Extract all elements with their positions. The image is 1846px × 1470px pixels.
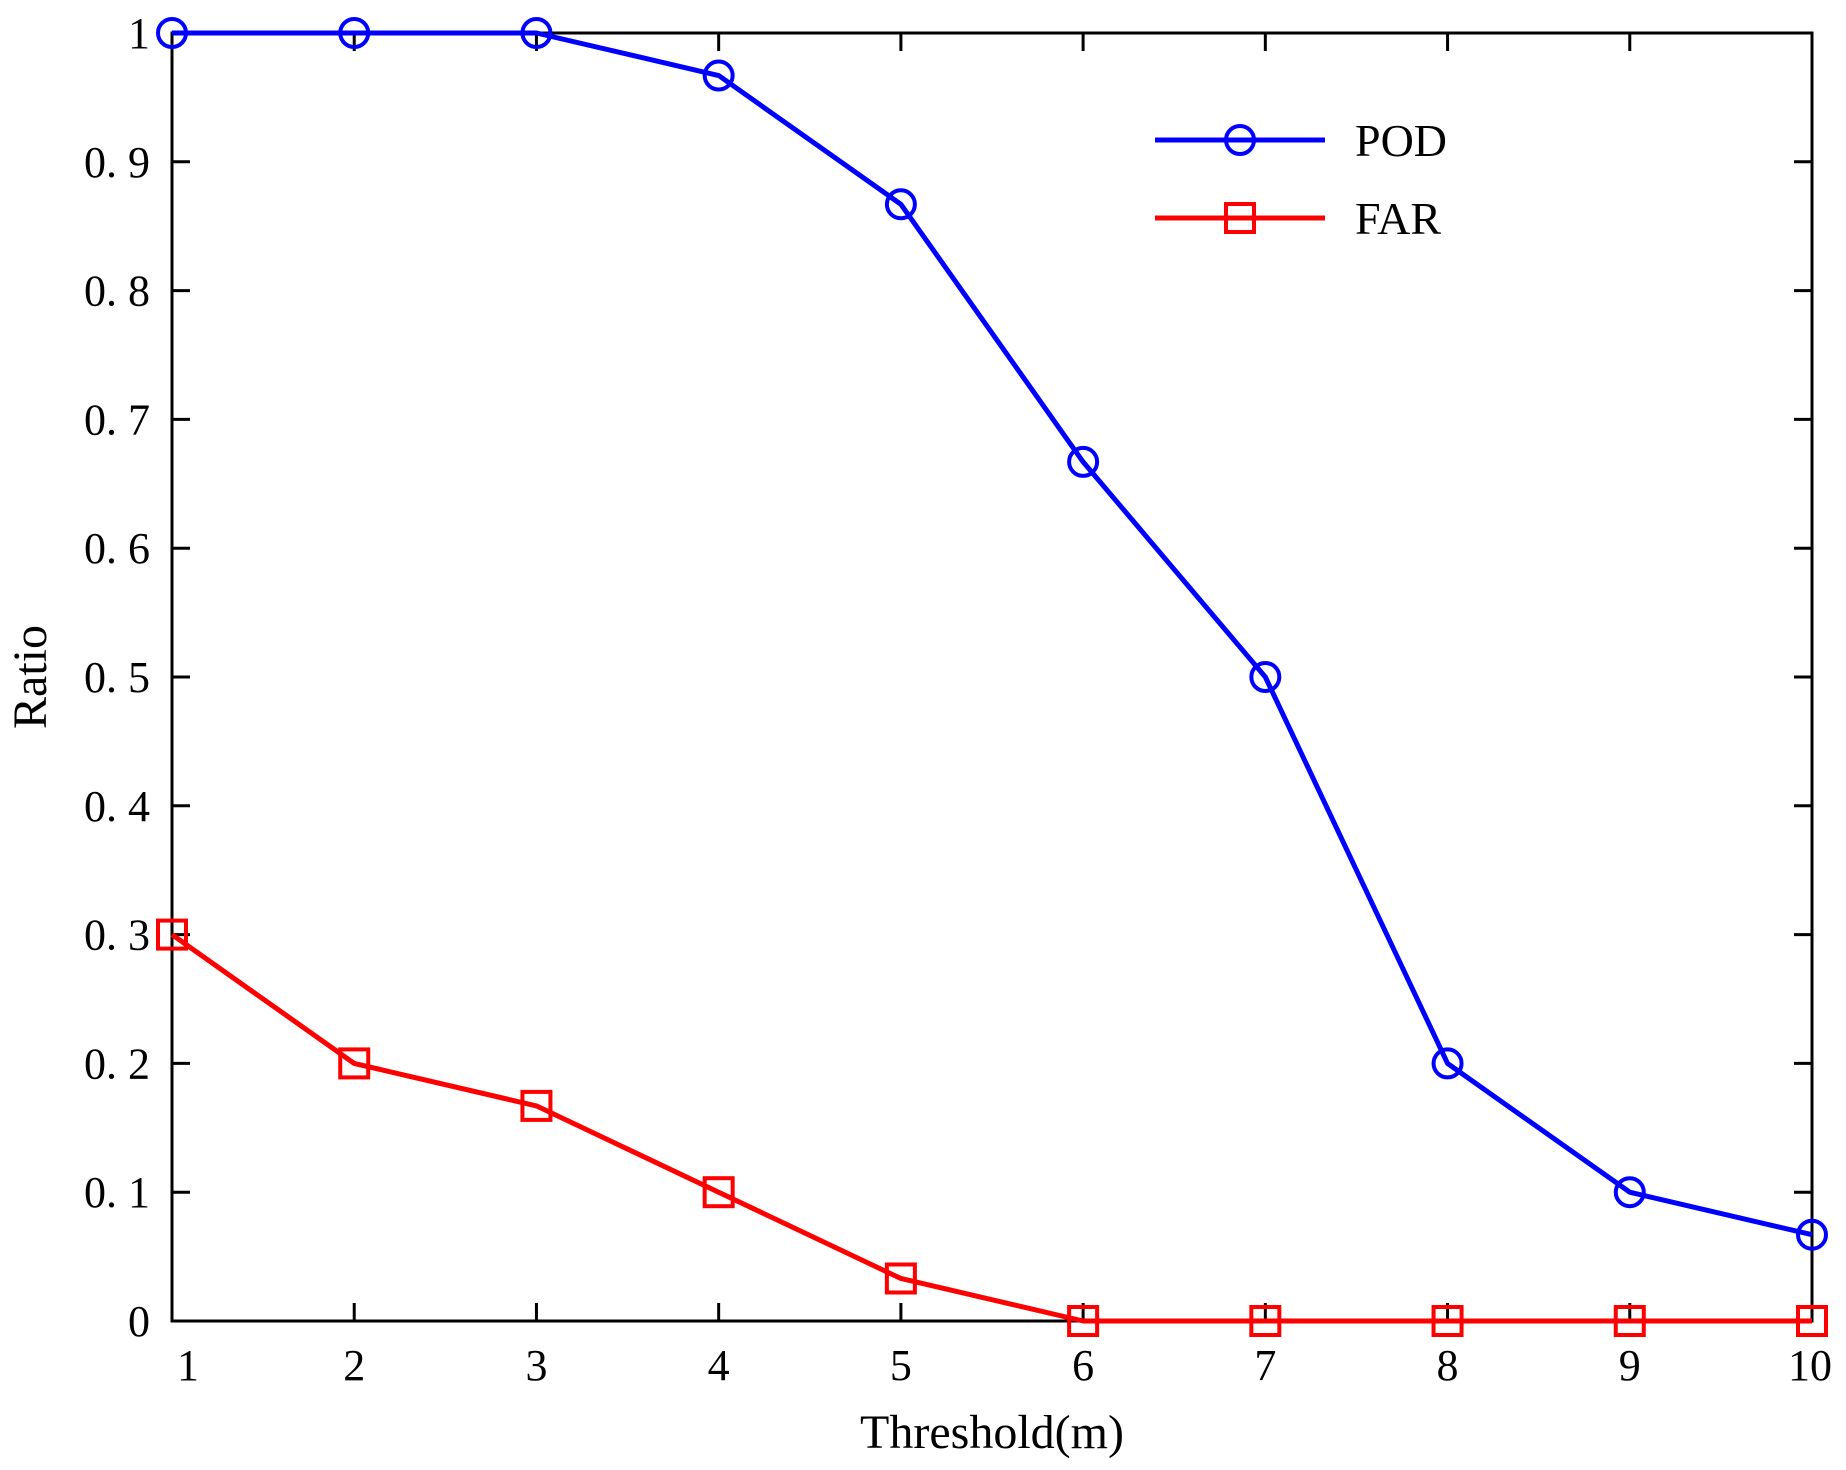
y-tick-label: 0 — [128, 1297, 150, 1346]
plot-frame — [170, 31, 1814, 1323]
x-tick-label: 2 — [343, 1341, 365, 1390]
y-tick-labels: 0 0. 1 0. 2 0. 3 0. 4 0. 5 0. 6 0. 7 0. 8 0. 9 1 — [84, 9, 150, 1346]
data-point-far — [520, 1089, 553, 1122]
x-axis-title: Threshold(m) — [860, 1406, 1124, 1459]
data-point-pod — [1067, 445, 1100, 478]
series-layer — [156, 17, 1828, 1337]
data-point-far — [1249, 1305, 1282, 1337]
y-tick-label: 0. 5 — [84, 653, 150, 702]
y-tick-label: 0. 1 — [84, 1168, 150, 1217]
data-point-pod — [884, 188, 917, 221]
x-tick-label: 8 — [1437, 1341, 1459, 1390]
data-point-far — [1067, 1305, 1100, 1337]
y-tick-label: 0. 8 — [84, 267, 150, 316]
series-far — [156, 918, 1828, 1337]
data-point-pod — [1431, 1047, 1464, 1080]
data-point-far — [338, 1047, 371, 1080]
x-tick-label: 5 — [890, 1341, 912, 1390]
data-point-pod — [520, 17, 553, 49]
data-point-pod — [1613, 1176, 1646, 1209]
data-point-far — [702, 1176, 735, 1209]
legend-pod-label: POD — [1355, 115, 1447, 166]
data-point-far — [156, 918, 188, 951]
data-point-far — [1796, 1305, 1828, 1337]
data-point-pod — [1249, 661, 1282, 693]
y-tick-label: 0. 7 — [84, 395, 150, 444]
data-point-pod — [1796, 1218, 1828, 1251]
x-tick-label: 7 — [1254, 1341, 1276, 1390]
x-tick-label: 9 — [1619, 1341, 1641, 1390]
x-tick-label: 1 — [177, 1341, 199, 1390]
series-line-pod — [172, 30, 1813, 1238]
axis-ticks — [170, 31, 1814, 1323]
legend: POD FAR — [1155, 115, 1447, 244]
x-tick-label: 6 — [1072, 1341, 1094, 1390]
y-tick-label: 1 — [128, 9, 150, 58]
y-tick-label: 0. 6 — [84, 524, 150, 573]
x-tick-labels: 1 2 3 4 5 6 7 8 9 10 — [177, 1341, 1832, 1390]
legend-far-marker — [1224, 202, 1256, 234]
legend-pod-marker — [1224, 124, 1256, 156]
y-tick-label: 0. 9 — [84, 138, 150, 187]
y-tick-label: 0. 4 — [84, 782, 150, 831]
data-point-pod — [338, 17, 371, 49]
y-axis-title: Ratio — [4, 625, 57, 729]
data-point-far — [1613, 1305, 1646, 1337]
series-line-far — [170, 932, 1812, 1324]
series-pod — [156, 17, 1828, 1251]
y-tick-label: 0. 3 — [84, 911, 150, 960]
x-tick-label: 3 — [525, 1341, 547, 1390]
data-point-pod — [156, 17, 188, 49]
legend-far-label: FAR — [1355, 193, 1441, 244]
x-tick-label: 10 — [1788, 1341, 1832, 1390]
x-tick-label: 4 — [708, 1341, 730, 1390]
data-point-far — [1431, 1305, 1464, 1337]
data-point-pod — [702, 59, 735, 92]
data-point-far — [884, 1262, 917, 1295]
y-tick-label: 0. 2 — [84, 1039, 150, 1088]
